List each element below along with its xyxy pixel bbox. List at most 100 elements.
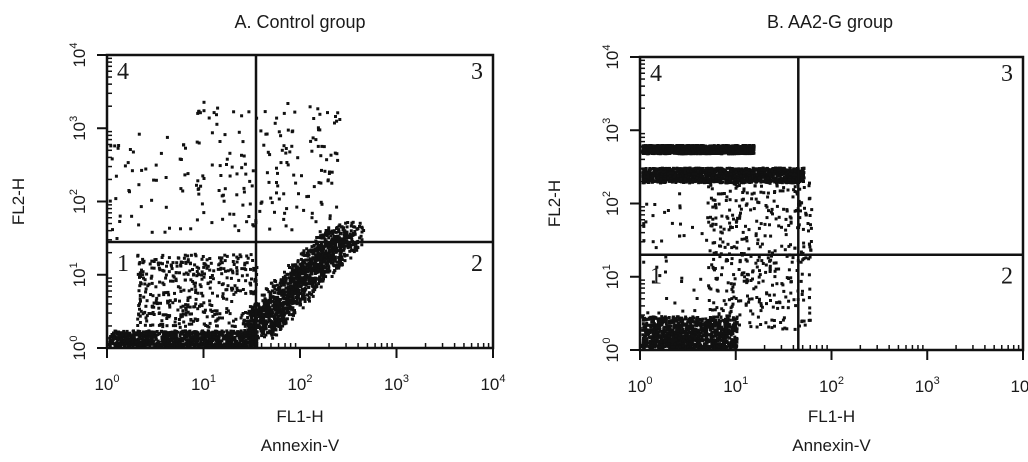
event-dot <box>225 157 229 161</box>
event-dot <box>335 119 339 123</box>
event-dot <box>137 132 141 136</box>
event-dot <box>332 259 336 263</box>
event-dot <box>262 330 266 333</box>
event-dot <box>687 330 691 334</box>
event-dot <box>154 344 158 348</box>
event-dot <box>171 261 175 265</box>
event-dot <box>243 324 247 328</box>
event-dot <box>258 321 262 325</box>
event-dot <box>276 171 279 175</box>
event-dot <box>275 333 279 337</box>
x-axis-label-secondary: Annexin-V <box>261 436 340 455</box>
event-dot <box>349 245 352 249</box>
event-dot <box>303 297 307 301</box>
event-dot <box>181 309 185 313</box>
event-dot <box>289 285 293 289</box>
event-dot <box>311 136 315 140</box>
event-dot <box>673 318 677 322</box>
event-dot <box>657 317 660 321</box>
event-dot <box>164 337 168 341</box>
event-dot <box>319 234 323 238</box>
event-dot <box>177 322 181 326</box>
event-dot <box>142 340 146 344</box>
event-dot <box>358 221 362 225</box>
event-dot <box>349 229 353 233</box>
event-dot <box>217 189 221 192</box>
event-dot <box>327 253 331 257</box>
event-dot <box>134 331 138 335</box>
event-dot <box>190 335 193 339</box>
event-dot <box>233 335 237 339</box>
event-dot <box>263 110 267 114</box>
event-dot <box>210 333 214 337</box>
event-dot <box>683 340 687 344</box>
event-dot <box>319 200 323 204</box>
event-dot <box>688 344 692 348</box>
event-dot <box>235 341 239 345</box>
event-dot <box>245 220 249 224</box>
event-dot <box>275 309 279 313</box>
event-dot <box>235 193 239 197</box>
event-dot <box>200 304 204 308</box>
event-dot <box>137 339 141 342</box>
event-dot <box>331 261 335 265</box>
event-dot <box>238 330 242 334</box>
event-dot <box>177 337 181 341</box>
event-dot <box>232 212 236 216</box>
event-dot <box>116 146 120 150</box>
event-dot <box>718 343 722 346</box>
event-dot <box>319 260 323 264</box>
event-dot <box>649 343 652 347</box>
event-dot <box>717 338 721 342</box>
event-dot <box>173 338 177 342</box>
event-dot <box>197 192 201 196</box>
event-dot <box>298 266 301 270</box>
event-dot <box>164 276 168 280</box>
event-dot <box>179 315 183 319</box>
event-dot <box>277 303 281 307</box>
event-dot <box>195 218 199 222</box>
event-dot <box>310 245 314 249</box>
event-dot <box>276 301 280 304</box>
event-dot <box>659 340 663 343</box>
event-dot <box>659 320 663 324</box>
event-dot <box>307 281 311 285</box>
event-dot <box>151 323 155 327</box>
event-dot <box>302 282 306 286</box>
event-dot <box>667 325 671 328</box>
event-dot <box>269 300 272 304</box>
event-dot <box>343 229 347 233</box>
event-dot <box>246 328 250 332</box>
event-dot <box>226 309 230 313</box>
event-dot <box>641 345 645 349</box>
event-dot <box>167 270 171 274</box>
event-dot <box>317 279 321 283</box>
event-dot <box>128 344 132 348</box>
event-dot <box>273 291 276 295</box>
event-dot <box>722 346 726 350</box>
event-dot <box>137 183 141 187</box>
event-dot <box>310 216 314 220</box>
event-dot <box>182 143 186 147</box>
event-dot <box>230 300 234 303</box>
event-dot <box>287 310 291 314</box>
event-dot <box>308 264 312 268</box>
event-dot <box>243 329 247 332</box>
event-dot <box>200 257 204 261</box>
event-dot <box>237 334 241 338</box>
event-dot <box>719 315 723 319</box>
event-dot <box>712 339 715 343</box>
event-dot <box>327 236 331 240</box>
event-dot <box>118 214 122 218</box>
event-dot <box>244 311 247 314</box>
event-dot <box>125 335 128 339</box>
event-dot <box>252 343 256 347</box>
event-dot <box>131 335 135 339</box>
event-dot <box>672 331 676 335</box>
event-dot <box>308 267 312 271</box>
event-dot <box>147 330 151 334</box>
event-dot <box>735 330 739 334</box>
event-dot <box>351 220 355 224</box>
event-dot <box>346 246 350 250</box>
event-dot <box>656 340 660 344</box>
